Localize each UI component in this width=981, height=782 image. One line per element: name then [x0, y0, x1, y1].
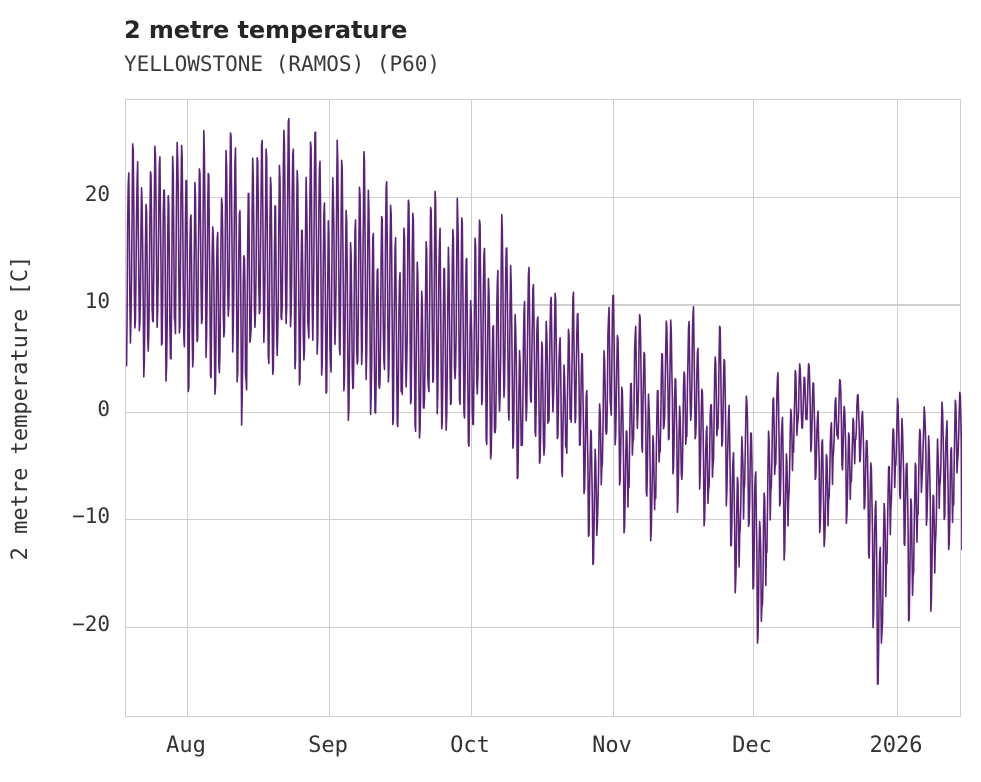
y-axis-ticks: 20 10 0 −10 −20: [0, 99, 110, 717]
gridline-vertical: [329, 100, 331, 716]
x-axis-tick-label: Aug: [166, 733, 206, 758]
gridline-horizontal: [126, 626, 960, 628]
gridline-vertical: [753, 100, 755, 716]
y-axis-tick-label: −10: [72, 504, 110, 529]
y-axis-tick-label: 0: [97, 396, 110, 421]
y-axis-tick-label: 10: [84, 289, 110, 314]
y-axis-tick-label: 20: [84, 181, 110, 206]
gridline-horizontal: [126, 304, 960, 306]
series-temperature-path: [126, 117, 962, 685]
x-axis-tick-label: Nov: [592, 733, 632, 758]
gridline-vertical: [613, 100, 615, 716]
series-temperature: [126, 117, 962, 685]
page-title: 2 metre temperature: [124, 16, 408, 44]
gridline-horizontal: [126, 519, 960, 521]
x-axis-tick-label: 2026: [869, 733, 923, 758]
gridline-vertical: [187, 100, 189, 716]
gridline-horizontal: [126, 196, 960, 199]
y-axis-tick-label: −20: [72, 611, 110, 636]
plot-area: [125, 99, 962, 717]
x-axis-tick-label: Sep: [308, 733, 348, 758]
x-axis-ticks: Aug Sep Oct Nov Dec 2026: [0, 733, 981, 773]
chart-subtitle: YELLOWSTONE (RAMOS) (P60): [124, 52, 441, 76]
x-axis-tick-label: Dec: [732, 733, 772, 758]
x-axis-tick-label: Oct: [450, 733, 490, 758]
